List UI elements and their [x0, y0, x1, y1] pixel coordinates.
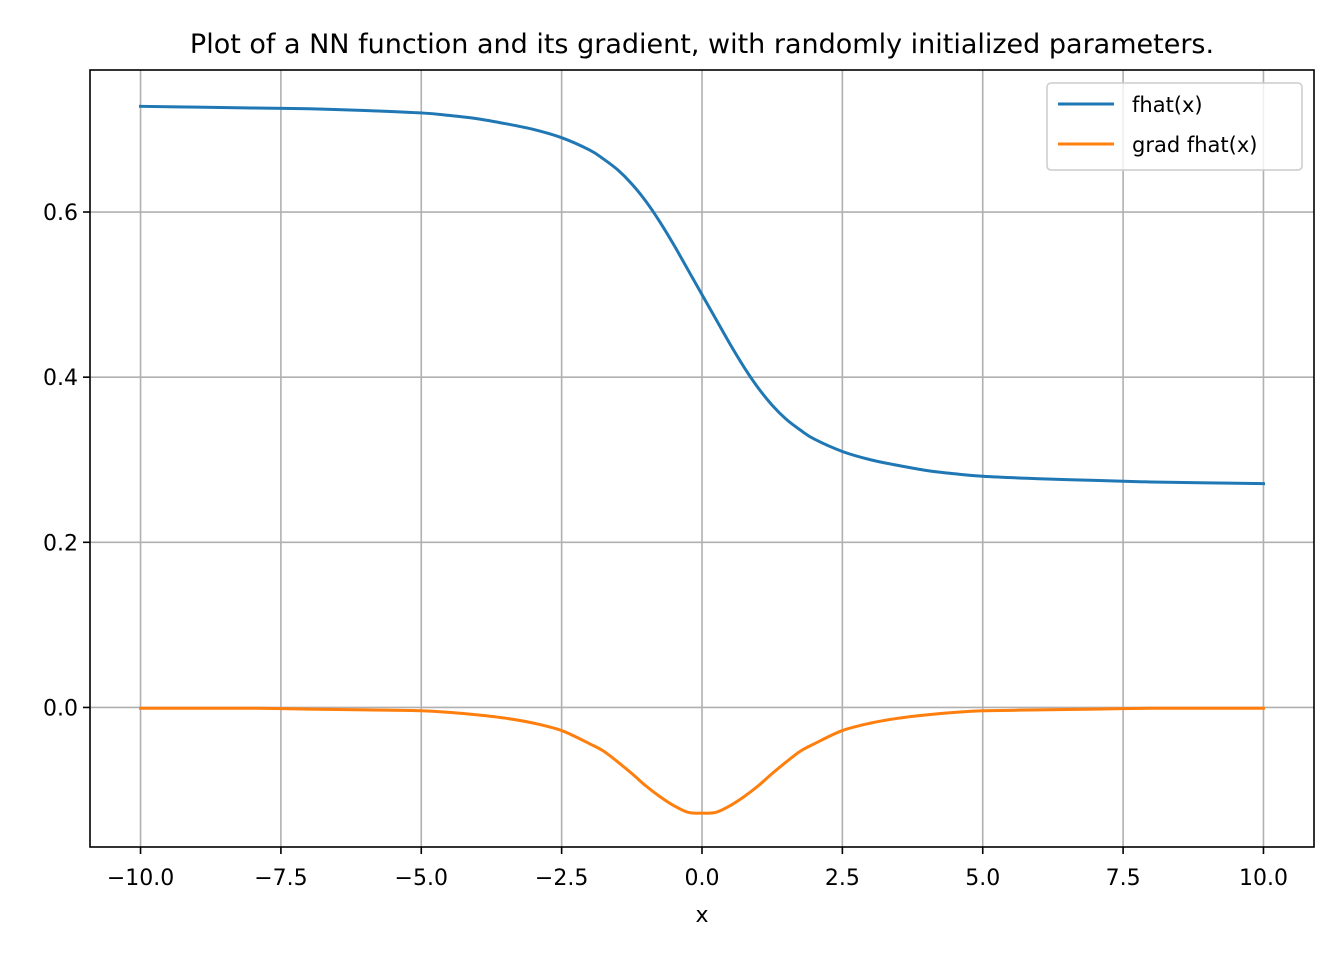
y-tick-label: 0.0 — [43, 696, 78, 721]
x-tick-label: −5.0 — [395, 866, 448, 891]
legend-label-grad-fhat: grad fhat(x) — [1132, 133, 1257, 157]
legend: fhat(x) grad fhat(x) — [1046, 82, 1303, 171]
x-tick-label: 5.0 — [965, 866, 1000, 891]
x-tick-label: 0.0 — [685, 866, 720, 891]
series-layer — [139, 104, 1265, 815]
x-tick-label: 10.0 — [1239, 866, 1288, 891]
chart-title: Plot of a NN function and its gradient, … — [190, 29, 1214, 60]
x-tick-label: 7.5 — [1106, 866, 1141, 891]
series-line-fhat-x — [139, 104, 1265, 486]
tick-layer: −10.0 −7.5 −5.0 −2.5 0.0 2.5 5.0 7.5 10.0 0.0 0.2 0… — [43, 201, 1288, 891]
y-tick-label: 0.4 — [43, 366, 78, 391]
x-tick-label: −2.5 — [535, 866, 588, 891]
y-tick-label: 0.6 — [43, 201, 78, 226]
legend-label-fhat: fhat(x) — [1132, 93, 1203, 117]
y-tick-label: 0.2 — [43, 531, 78, 556]
x-tick-label: 2.5 — [825, 866, 860, 891]
x-tick-label: −10.0 — [107, 866, 174, 891]
series-line-grad-fhat-x — [139, 706, 1265, 815]
x-tick-label: −7.5 — [254, 866, 307, 891]
x-axis-label: x — [695, 903, 708, 928]
